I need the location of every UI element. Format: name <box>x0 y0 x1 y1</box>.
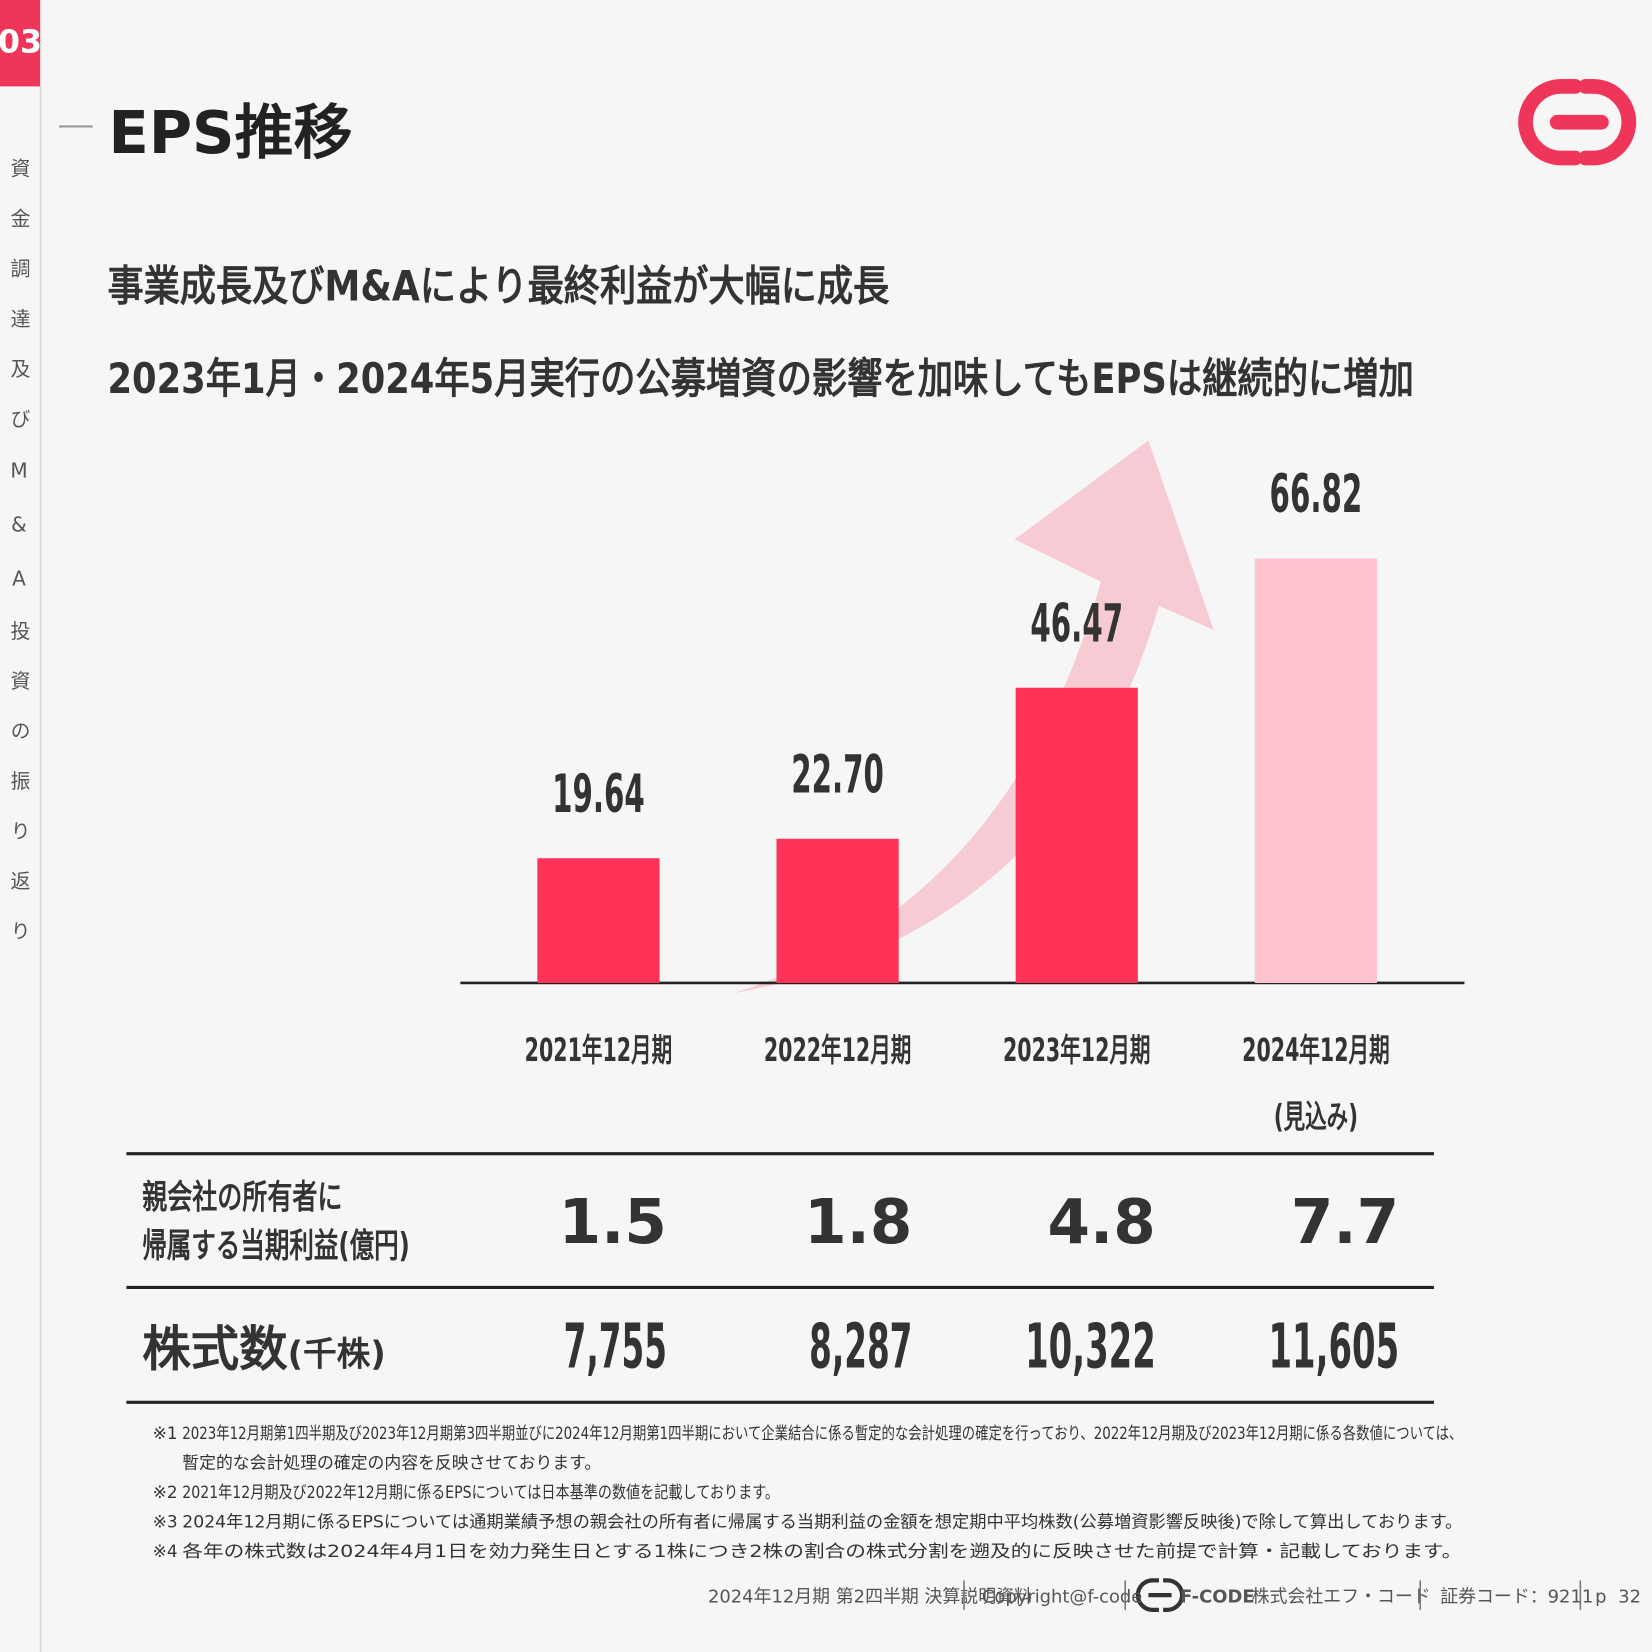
section-badge <box>0 0 41 87</box>
bar <box>776 838 899 983</box>
footer-brand: F-CODE <box>1180 1586 1255 1607</box>
section-number: 03 <box>0 25 42 61</box>
footer-page: 32 <box>1618 1586 1641 1607</box>
note-text: 2024年12月期に係るEPSについては通期業績予想の親会社の所有者に帰属する当… <box>182 1512 1462 1532</box>
forecast-label: (見込み) <box>1274 1099 1358 1135</box>
bar <box>537 858 660 983</box>
note-mark: ※2 <box>153 1482 178 1502</box>
row-label: 株式数(千株) <box>142 1321 386 1377</box>
row-label: 親会社の所有者に <box>142 1177 342 1216</box>
value-label: 19.64 <box>552 764 645 825</box>
headline: 事業成長及びM&Aにより最終利益が大幅に成長 <box>107 261 889 310</box>
table-cell: 7,755 <box>564 1312 667 1383</box>
note-mark: ※4 <box>153 1541 178 1561</box>
bar <box>1015 687 1138 983</box>
headline: 2023年1月・2024年5月実行の公募増資の影響を加味してもEPSは継続的に増… <box>107 354 1413 403</box>
row-label-unit: (千株) <box>288 1334 386 1373</box>
footer-page-prefix: p <box>1595 1586 1606 1607</box>
note-text: 2023年12月期第1四半期及び2023年12月期第3四半期並びに2024年12… <box>182 1423 1462 1443</box>
category-label: 2024年12月期 <box>1242 1033 1390 1069</box>
note-mark: ※3 <box>153 1512 178 1532</box>
note-mark: ※1 <box>153 1423 178 1443</box>
footer-logo <box>1135 1578 1185 1612</box>
growth-arrow <box>732 440 1214 994</box>
logo <box>1518 79 1637 166</box>
logo-left <box>1518 79 1583 166</box>
table-cell: 4.8 <box>1048 1187 1156 1258</box>
table-cell: 1.5 <box>559 1187 667 1258</box>
value-label: 46.47 <box>1030 593 1123 654</box>
logo-right <box>1578 79 1637 166</box>
table-cell: 1.8 <box>804 1187 912 1258</box>
table-cell: 10,322 <box>1025 1312 1156 1383</box>
category-label: 2021年12月期 <box>525 1033 673 1069</box>
value-label: 22.70 <box>791 744 884 805</box>
bar <box>1254 558 1378 983</box>
row-label: 帰属する当期利益(億円) <box>142 1226 410 1265</box>
note-text: 各年の株式数は2024年4月1日を効力発生日とする1株につき2株の割合の株式分割… <box>182 1541 1462 1561</box>
row-label-main: 株式数 <box>142 1321 288 1377</box>
category-label: 2022年12月期 <box>764 1033 912 1069</box>
sidebar-label: 資金調達及びM&A投資の振り返り <box>7 158 31 971</box>
note-text: 2021年12月期及び2022年12月期に係るEPSについては日本基準の数値を記… <box>182 1482 779 1502</box>
footer-logo-right <box>1163 1578 1185 1612</box>
page-title: EPS推移 <box>109 98 353 167</box>
footer-copyright: Copyright@f-code <box>982 1586 1142 1607</box>
table-cell: 11,605 <box>1269 1312 1400 1383</box>
note-text: 暫定的な会計処理の確定の内容を反映させております。 <box>182 1453 601 1473</box>
value-label: 66.82 <box>1270 464 1363 525</box>
footer-logo-left <box>1135 1578 1159 1612</box>
table-cell: 8,287 <box>809 1312 912 1383</box>
category-label: 2023年12月期 <box>1003 1033 1151 1069</box>
table-cell: 7.7 <box>1291 1187 1399 1258</box>
footer-document: 2024年12月期 第2四半期 決算説明資料 <box>708 1586 1032 1607</box>
footer-company: 株式会社エフ・コード <box>1252 1586 1431 1607</box>
footer-code: 証券コード：9211 <box>1440 1586 1593 1607</box>
